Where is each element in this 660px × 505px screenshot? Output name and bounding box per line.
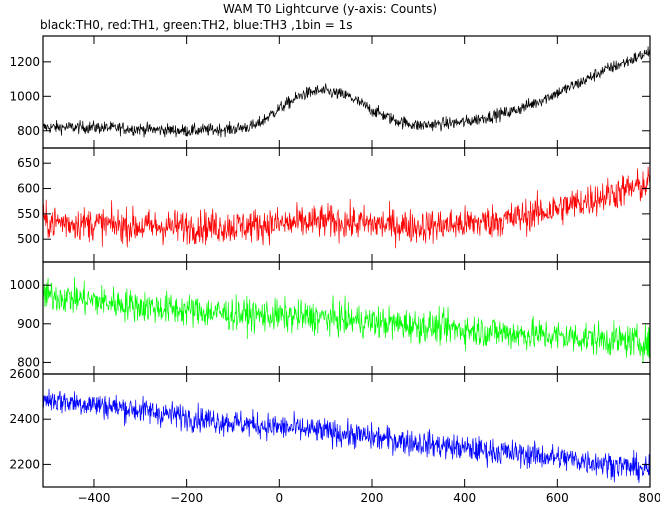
- x-tick-label-2: 0: [275, 491, 283, 505]
- x-tick-label-1: −200: [170, 491, 203, 505]
- y-tick-label-1-1: 550: [17, 207, 40, 221]
- series-line-3-0: [42, 388, 651, 484]
- y-tick-label-3-0: 2200: [9, 457, 40, 471]
- y-tick-label-1-3: 650: [17, 156, 40, 170]
- chart-title: WAM T0 Lightcurve (y-axis: Counts): [222, 2, 438, 16]
- y-tick-label-0-1: 1000: [9, 89, 40, 103]
- series-line-1-0: [42, 166, 651, 249]
- series-line-0-0: [42, 46, 651, 138]
- y-tick-label-1-2: 600: [17, 182, 40, 196]
- y-tick-label-1-0: 500: [17, 232, 40, 246]
- chart-legend: black:TH0, red:TH1, green:TH2, blue:TH3 …: [40, 18, 353, 32]
- series-line-2-0: [42, 277, 651, 364]
- x-tick-label-3: 200: [361, 491, 384, 505]
- y-tick-label-2-2: 1000: [9, 278, 40, 292]
- x-tick-label-5: 600: [546, 491, 569, 505]
- y-tick-label-3-1: 2400: [9, 412, 40, 426]
- y-tick-label-0-0: 800: [17, 124, 40, 138]
- y-tick-label-2-1: 900: [17, 317, 40, 331]
- y-tick-label-2-0: 800: [17, 355, 40, 369]
- x-tick-label-0: −400: [77, 491, 110, 505]
- y-tick-label-3-2: 2600: [9, 367, 40, 381]
- y-tick-label-0-2: 1200: [9, 55, 40, 69]
- x-tick-label-6: 800: [639, 491, 660, 505]
- x-tick-label-4: 400: [453, 491, 476, 505]
- panel-frame-3: [42, 373, 651, 488]
